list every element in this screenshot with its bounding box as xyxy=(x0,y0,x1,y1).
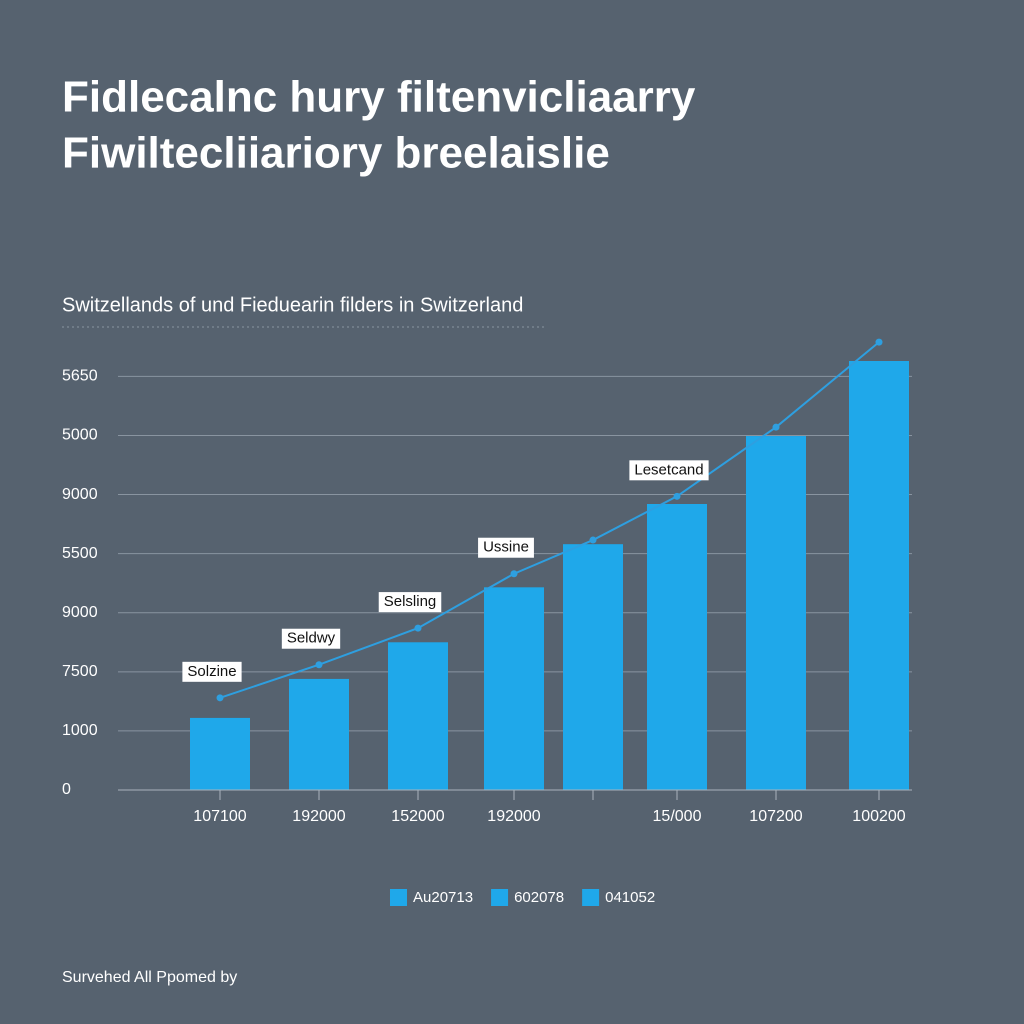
legend-swatch xyxy=(390,889,407,906)
y-tick-label: 0 xyxy=(62,781,71,798)
bar xyxy=(484,587,544,790)
bar xyxy=(388,642,448,790)
y-tick-label: 9000 xyxy=(62,604,98,621)
x-tick-label: 15/000 xyxy=(653,808,702,825)
trend-point xyxy=(673,492,681,500)
trend-point xyxy=(589,536,597,544)
bar xyxy=(289,678,349,790)
y-tick-label: 9000 xyxy=(62,486,98,503)
legend-label: Au20713 xyxy=(413,889,473,906)
y-tick-label: 5650 xyxy=(62,368,98,385)
trend-point xyxy=(414,624,422,632)
bar xyxy=(746,436,806,790)
chart-title: Fidlecalnc hury filtenvicliaarry xyxy=(62,73,696,122)
bar xyxy=(849,361,909,790)
trend-point xyxy=(510,570,518,578)
legend-swatch xyxy=(582,889,600,906)
bar xyxy=(190,717,250,790)
legend-label: 041052 xyxy=(605,889,655,906)
y-tick-label: 5000 xyxy=(62,427,98,444)
x-tick-label: 192000 xyxy=(292,808,345,825)
footer: Survehed All Ppomed by xyxy=(62,969,237,986)
annotation: Ussine xyxy=(483,539,529,556)
annotation: Solzine xyxy=(187,663,236,680)
x-tick-label: 192000 xyxy=(487,808,540,825)
y-tick-label: 5500 xyxy=(62,545,98,562)
y-tick-label: 7500 xyxy=(62,663,98,680)
annotation: Seldwy xyxy=(287,630,336,647)
annotation-box xyxy=(478,537,534,558)
annotation-box xyxy=(182,661,242,682)
annotation: Lesetcand xyxy=(634,461,703,478)
trend-point xyxy=(772,423,780,431)
bar xyxy=(563,544,623,790)
x-tick-label: 107200 xyxy=(749,808,802,825)
annotation: Selsling xyxy=(384,593,437,610)
annotation-box xyxy=(629,460,709,481)
trend-point xyxy=(875,338,883,346)
y-tick-label: 1000 xyxy=(62,722,98,739)
chart-title: Fiwiltecliiariory breelaislie xyxy=(62,129,610,178)
chart-subtitle: Switzellands of und Fieduearin filders i… xyxy=(62,294,523,316)
x-tick-label: 107100 xyxy=(193,808,246,825)
trend-point xyxy=(315,661,323,669)
legend-swatch xyxy=(491,889,509,906)
legend-label: 602078 xyxy=(514,889,564,906)
annotation-box xyxy=(281,628,341,649)
trend-line xyxy=(219,341,880,699)
annotation-box xyxy=(378,592,442,613)
x-tick-label: 100200 xyxy=(852,808,905,825)
x-tick-label: 152000 xyxy=(391,808,444,825)
bar xyxy=(647,504,707,790)
trend-point xyxy=(216,694,224,702)
